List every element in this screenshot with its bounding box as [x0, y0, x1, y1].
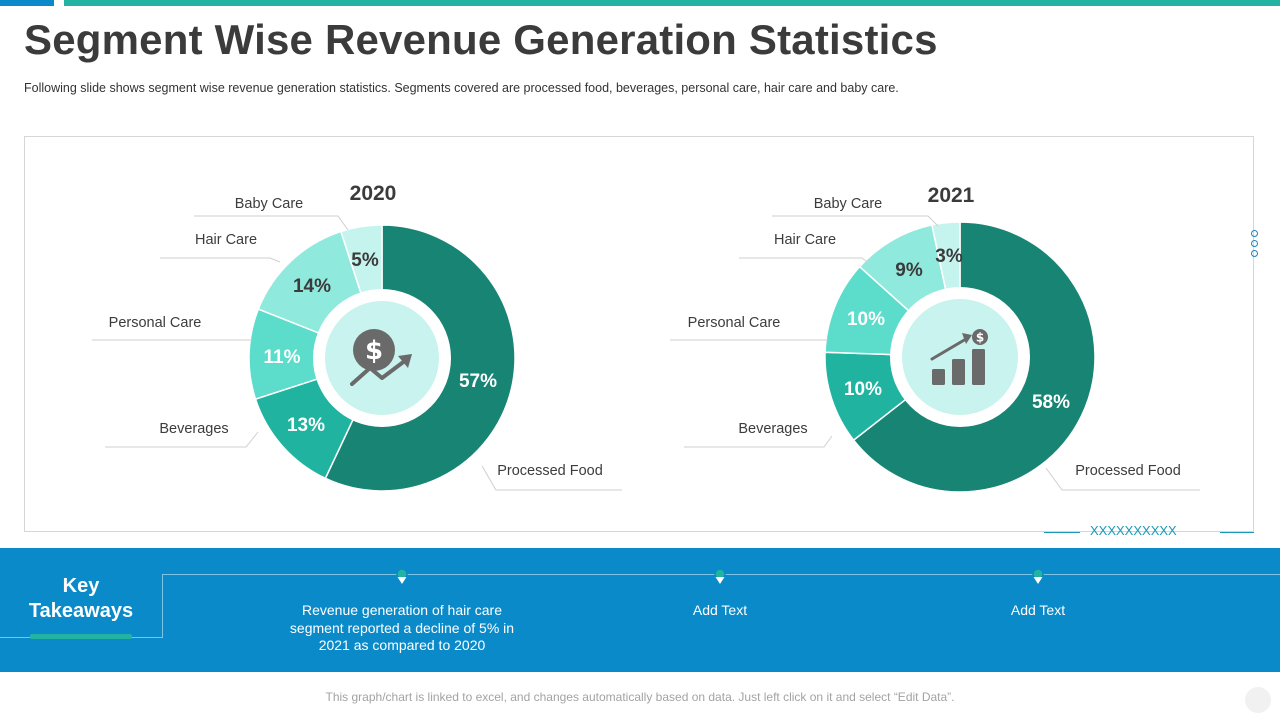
dollar-growth-icon: $	[350, 329, 412, 386]
key-takeaways-label: Key Takeaways	[12, 574, 150, 624]
donut-charts[interactable]: 2020 57% 13% 11% 14% 5% Processed Food Beverage…	[0, 0, 1280, 548]
frame-line	[162, 574, 163, 638]
leader-line	[684, 435, 833, 448]
category-label: Baby Care	[814, 196, 883, 212]
x-pattern-text: XXXXXXXXXX	[1090, 523, 1177, 538]
key-takeaways-band: Key Takeaways Revenue generation of hair…	[0, 548, 1280, 672]
category-label: Beverages	[159, 421, 228, 437]
value-label: 10%	[844, 379, 882, 400]
page-dot[interactable]	[1251, 230, 1258, 237]
value-label: 57%	[459, 371, 497, 392]
key-takeaways-line1: Key	[62, 575, 100, 597]
chart-title: 2021	[928, 184, 975, 207]
value-label: 10%	[847, 309, 885, 330]
takeaway-text-2: Add Text	[692, 602, 748, 618]
svg-text:$: $	[365, 336, 383, 366]
value-label: 5%	[351, 250, 379, 271]
category-label: Hair Care	[774, 232, 836, 248]
key-takeaways-underline	[30, 634, 132, 639]
corner-decoration	[1245, 687, 1271, 713]
top-accent-bar-teal	[64, 0, 1280, 6]
takeaway-text-3: Add Text	[1010, 602, 1066, 618]
decor-line	[1044, 532, 1080, 533]
svg-text:$: $	[976, 331, 984, 345]
takeaway-marker-icon	[714, 568, 726, 584]
takeaway-marker-icon	[1032, 568, 1044, 584]
leader-line	[194, 215, 349, 231]
x-pattern-decoration: XXXXXXXXXX	[1040, 522, 1258, 542]
page-dot[interactable]	[1251, 250, 1258, 257]
leader-line	[772, 215, 939, 227]
category-label: Baby Care	[235, 196, 304, 212]
page-title: Segment Wise Revenue Generation Statisti…	[24, 16, 938, 63]
donut-chart-2021[interactable]: 2021 58% 10% 10% 9% 3% Processed Food Beverages…	[670, 184, 1200, 493]
category-label: Personal Care	[688, 315, 781, 331]
pagination-dots[interactable]	[1251, 230, 1258, 260]
donut-center	[902, 299, 1018, 415]
category-label: Processed Food	[497, 463, 603, 479]
donut-chart-2020[interactable]: 2020 57% 13% 11% 14% 5% Processed Food Beverage…	[92, 182, 622, 492]
key-takeaways-line2: Takeaways	[28, 600, 134, 622]
takeaway-marker-icon	[396, 568, 408, 584]
value-label: 14%	[293, 276, 331, 297]
category-label: Processed Food	[1075, 463, 1181, 479]
value-label: 58%	[1032, 392, 1070, 413]
page-subtitle: Following slide shows segment wise reven…	[24, 81, 899, 95]
leader-line	[160, 257, 281, 263]
footer-note: This graph/chart is linked to excel, and…	[325, 690, 955, 704]
decor-line	[1220, 532, 1254, 533]
top-accent-bar-blue	[0, 0, 54, 6]
leader-line	[105, 431, 259, 448]
category-label: Beverages	[738, 421, 807, 437]
page-dot[interactable]	[1251, 240, 1258, 247]
leader-line	[481, 465, 622, 491]
value-label: 3%	[935, 246, 963, 267]
category-label: Personal Care	[109, 315, 202, 331]
takeaway-text-1: Revenue generation of hair care segment …	[289, 602, 515, 653]
value-label: 9%	[895, 260, 923, 281]
value-label: 13%	[287, 415, 325, 436]
bar-chart-growth-icon: $	[930, 329, 988, 385]
chart-title: 2020	[350, 182, 397, 205]
category-label: Hair Care	[195, 232, 257, 248]
leader-line	[1045, 467, 1200, 491]
leader-line	[739, 257, 871, 265]
value-label: 11%	[264, 347, 301, 368]
